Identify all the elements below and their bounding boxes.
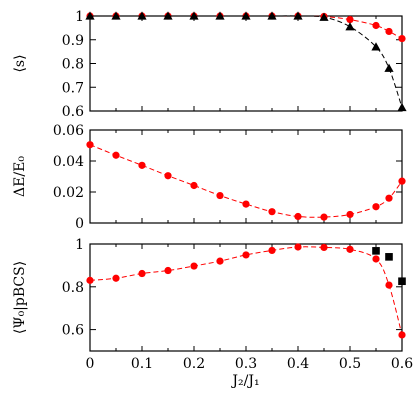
- data-point-circle: [268, 208, 276, 216]
- data-point-circle: [242, 251, 250, 259]
- data-point-circle: [268, 246, 276, 255]
- x-tick-label: 0.4: [287, 356, 309, 372]
- data-point-circle: [216, 191, 224, 200]
- data-point-circle: [346, 15, 354, 24]
- data-point-circle: [372, 203, 380, 211]
- data-point-circle: [320, 213, 328, 221]
- data-point-triangle: [137, 11, 147, 20]
- data-point-square: [398, 277, 406, 286]
- data-point-circle: [398, 331, 406, 339]
- series-0-line: [89, 246, 403, 336]
- x-tick-label: 0.1: [131, 356, 153, 372]
- data-point-circle: [190, 181, 198, 190]
- y-tick-label: 0.7: [62, 80, 84, 96]
- data-point-triangle: [215, 11, 225, 20]
- x-tick-label: 0.6: [391, 356, 413, 372]
- y-tick-label: 0.8: [62, 57, 84, 73]
- data-point-circle: [164, 172, 172, 180]
- data-point-triangle: [293, 11, 303, 20]
- panel-overlap: 0 0.1 0.2 0.3 0.4 0.5 0.6 0.6 0.8 1 ⟨Ψ₀|pBCS⟩ J₂/J₁: [12, 237, 413, 389]
- data-point-triangle: [345, 22, 355, 31]
- y-tick-label: 0.04: [53, 154, 84, 170]
- y-tick-label: 0.9: [62, 33, 84, 49]
- data-point-triangle: [163, 11, 173, 20]
- data-point-circle: [294, 243, 302, 251]
- data-point-circle: [385, 281, 393, 289]
- x-axis-label: J₂/J₁: [230, 373, 259, 389]
- y-axis-label: ΔE/E₀: [12, 156, 28, 197]
- data-point-circle: [216, 257, 224, 265]
- data-point-circle: [190, 262, 198, 270]
- y-tick-label: 0.6: [62, 104, 84, 120]
- y-tick-label: 0.6: [62, 323, 84, 339]
- data-point-triangle: [111, 11, 121, 20]
- data-point-circle: [398, 177, 406, 185]
- data-point-square: [372, 247, 380, 255]
- data-point-circle: [372, 255, 380, 263]
- y-axis-label: ⟨s⟩: [12, 54, 28, 72]
- x-tick-label: 0.2: [183, 356, 205, 372]
- data-point-triangle: [371, 42, 381, 51]
- data-point-triangle: [267, 11, 277, 20]
- data-point-triangle: [397, 102, 407, 112]
- data-point-circle: [112, 274, 120, 282]
- data-point-circle: [86, 141, 94, 149]
- data-point-circle: [242, 200, 250, 208]
- data-point-circle: [398, 34, 406, 43]
- panel-energy-error: 0 0.02 0.04 0.06 ΔE/E₀: [12, 123, 406, 232]
- y-tick-label: 0.02: [53, 185, 84, 201]
- data-point-circle: [346, 245, 354, 253]
- data-point-triangle: [384, 63, 394, 72]
- data-point-circle: [385, 27, 393, 36]
- data-point-triangle: [85, 11, 95, 20]
- data-point-circle: [112, 151, 120, 159]
- y-tick-label: 0.8: [62, 280, 84, 296]
- data-point-circle: [294, 212, 302, 221]
- y-tick-label: 1: [75, 237, 84, 253]
- plot-frame: [89, 129, 403, 224]
- data-point-square: [385, 253, 393, 261]
- data-point-triangle: [241, 11, 251, 20]
- data-point-circle: [138, 161, 146, 169]
- y-tick-label: 1: [75, 9, 84, 25]
- series-1-line: [89, 15, 403, 108]
- data-point-circle: [138, 269, 146, 278]
- x-tick-label: 0: [86, 356, 95, 372]
- data-point-triangle: [319, 12, 329, 21]
- data-point-circle: [346, 210, 354, 219]
- data-point-circle: [164, 266, 172, 275]
- data-point-circle: [385, 194, 393, 202]
- y-tick-label: 0: [75, 216, 84, 232]
- data-point-circle: [320, 243, 328, 252]
- data-point-circle: [372, 21, 380, 30]
- y-axis-label: ⟨Ψ₀|pBCS⟩: [12, 261, 28, 334]
- data-point-circle: [86, 276, 94, 284]
- x-tick-label: 0.3: [235, 356, 257, 372]
- y-tick-label: 0.06: [53, 123, 84, 139]
- x-tick-label: 0.5: [339, 356, 361, 372]
- panel-order-parameter: 0.6 0.7 0.8 0.9 1 ⟨s⟩: [12, 9, 407, 120]
- data-point-triangle: [189, 11, 199, 20]
- plot-frame: [89, 243, 403, 352]
